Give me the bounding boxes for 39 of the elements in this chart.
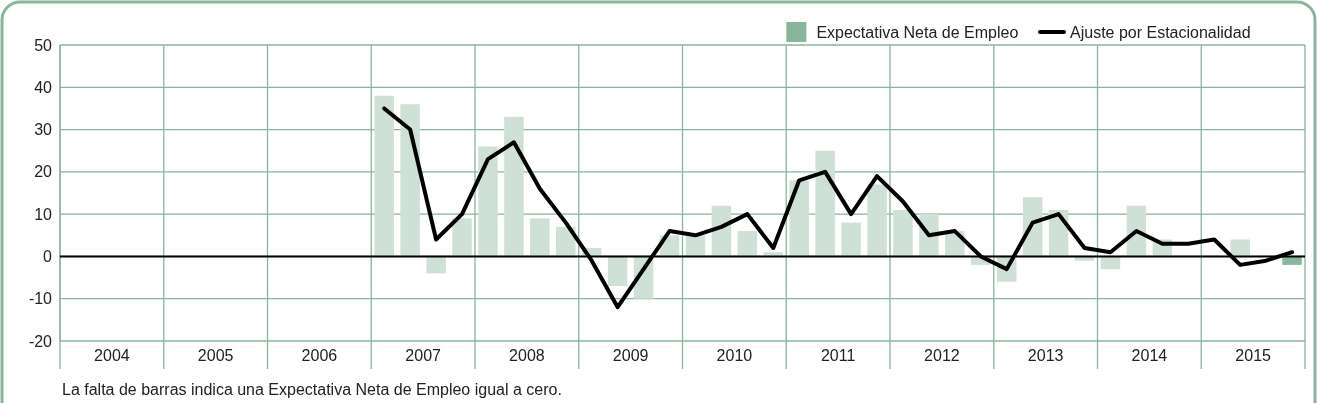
x-tick-label: 2006 (301, 347, 338, 364)
bar (426, 256, 446, 274)
bar (478, 146, 498, 257)
x-tick-label: 2012 (924, 347, 960, 364)
legend-label: Expectativa Neta de Empleo (816, 23, 1019, 41)
y-tick-label: 0 (43, 248, 53, 266)
x-tick-label: 2008 (509, 347, 545, 364)
bar (737, 231, 758, 257)
bar (374, 95, 394, 257)
bar (815, 150, 835, 257)
bar (504, 116, 524, 257)
y-tick-label: -20 (28, 332, 53, 350)
bar (867, 184, 887, 257)
x-tick-label: 2014 (1131, 347, 1168, 364)
bar (789, 180, 809, 257)
x-tick-label: 2013 (1027, 347, 1064, 364)
y-tick-label: 50 (34, 36, 53, 54)
x-tick-label: 2015 (1235, 347, 1272, 364)
y-tick-label: 20 (34, 163, 53, 181)
bar (1100, 256, 1121, 270)
x-tick-label: 2011 (820, 347, 856, 364)
legend-label: Ajuste por Estacionalidad (1070, 23, 1251, 41)
y-tick-label: 40 (34, 78, 53, 96)
bar (400, 104, 420, 257)
bar (893, 209, 913, 257)
y-tick-label: 10 (34, 205, 53, 223)
bar (607, 256, 628, 287)
x-tick-label: 2004 (94, 347, 130, 364)
bar (530, 218, 550, 257)
x-tick-label: 2010 (716, 347, 753, 364)
y-tick-label: -10 (28, 290, 53, 308)
y-tick-label: 30 (34, 121, 53, 139)
bar (1230, 239, 1250, 257)
bar (841, 222, 861, 257)
x-tick-label: 2005 (197, 347, 234, 364)
text: La falta de barras indica una Expectativa Neta de Empleo igual a cero. (62, 381, 562, 398)
x-tick-label: 2007 (405, 347, 442, 364)
x-tick-label: 2009 (612, 347, 649, 364)
bar (452, 218, 472, 257)
